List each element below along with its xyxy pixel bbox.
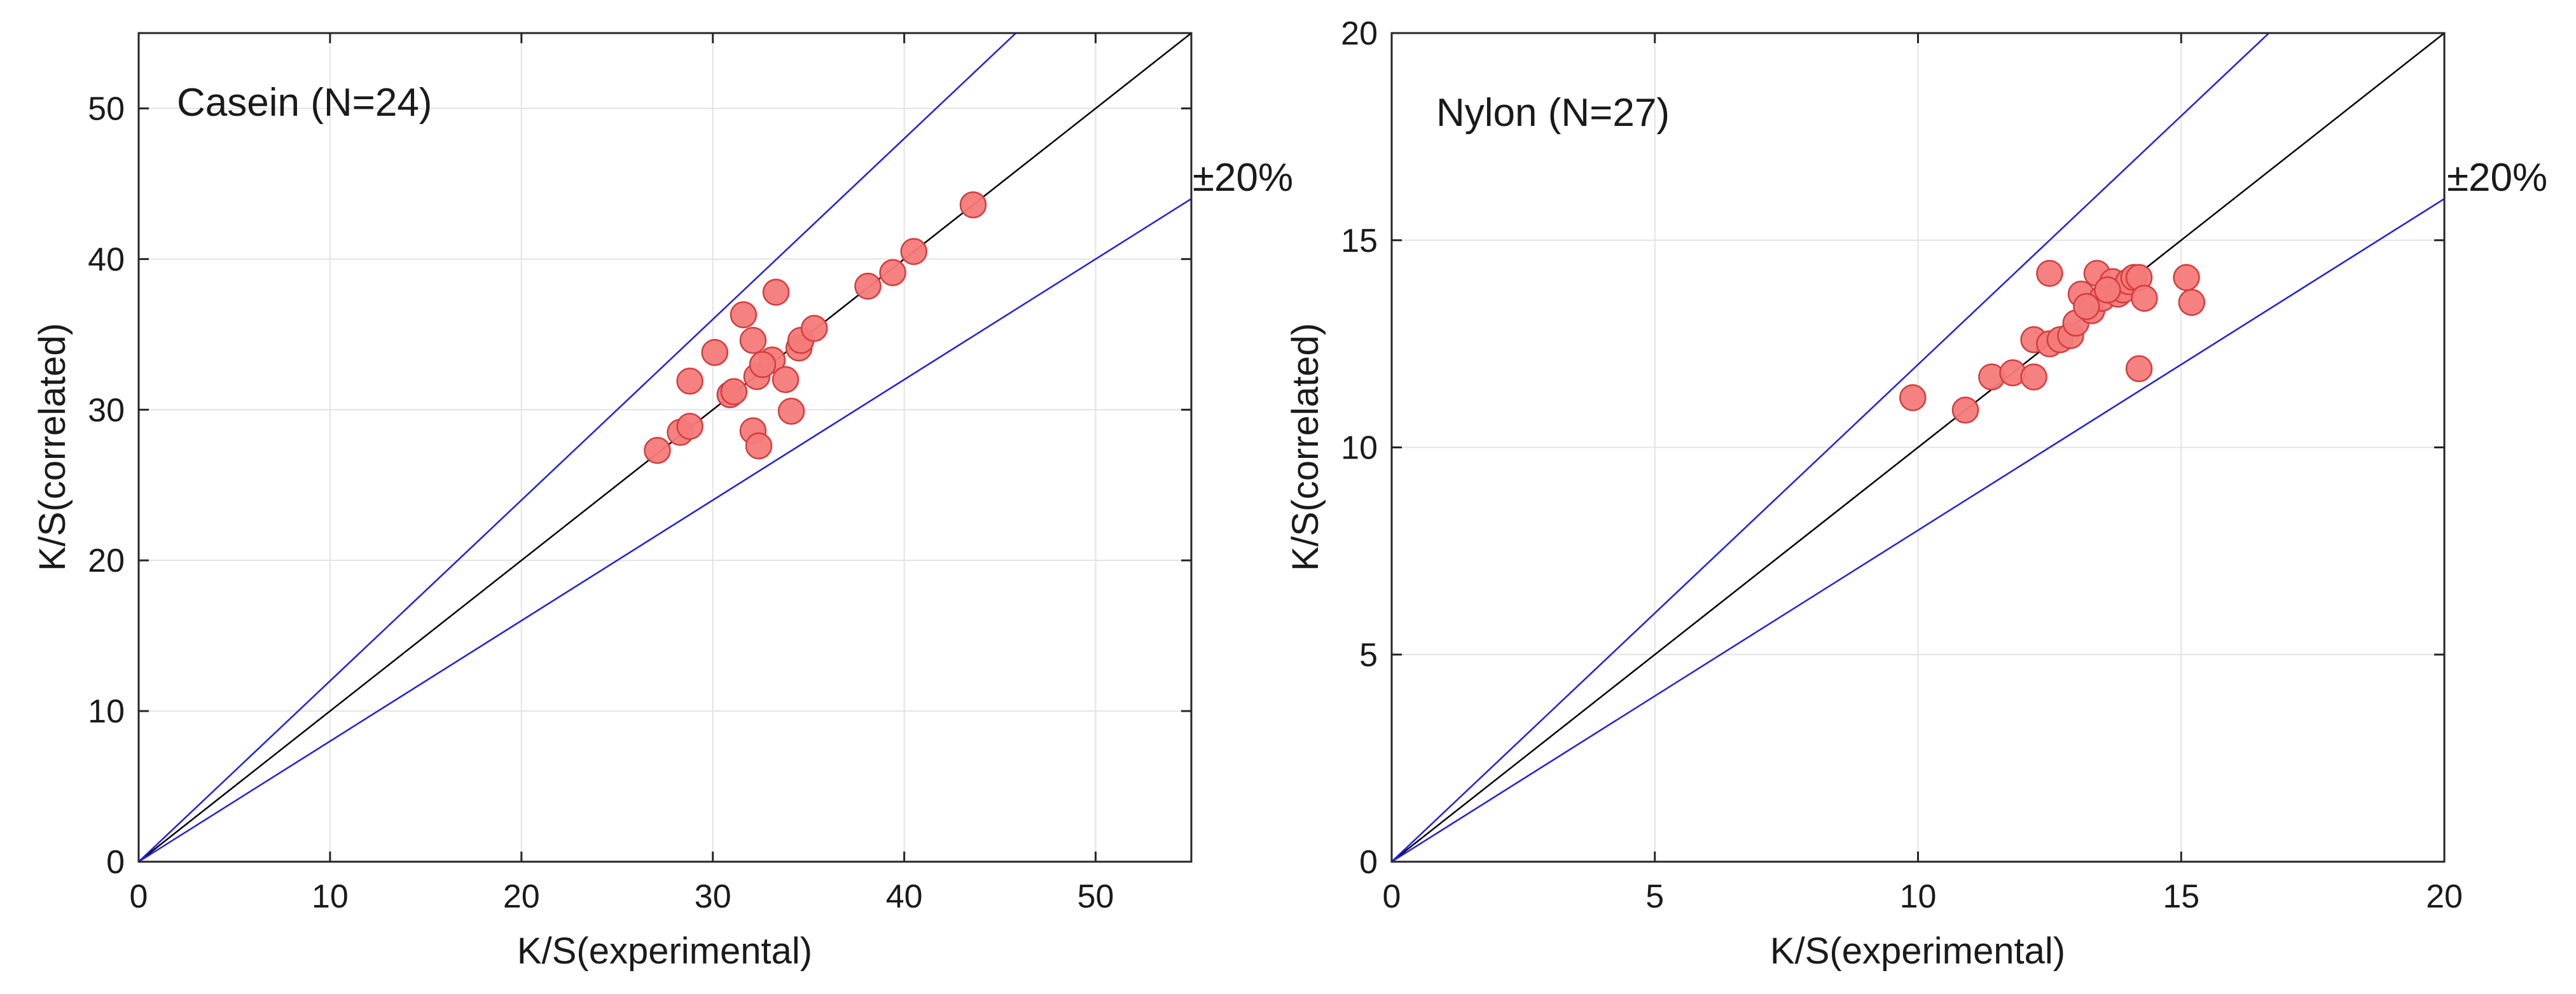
nylon-reference-line-minus-20 [1391,198,2445,863]
casein-data-point [701,338,728,366]
nylon-x-tick-label: 15 [2163,878,2199,915]
casein-data-point [676,413,703,440]
casein-data-point [644,436,671,464]
nylon-reference-line-plus-20 [1391,32,2270,862]
casein-data-point [720,378,748,406]
casein-ticks: 0 10 20 30 40 50 0 10 20 30 40 50 [88,33,1191,915]
casein-x-tick-label: 10 [312,878,349,915]
nylon-panel: 0 5 10 15 20 0 5 10 15 20 Nylon (N=27) ±20% K/S(e… [1285,15,2547,972]
nylon-data-point [1951,396,1979,424]
nylon-data-points [1899,259,2206,424]
casein-reference-line-plus-20 [138,32,1017,862]
nylon-band-label: ±20% [2447,156,2547,200]
nylon-reference-line-identity [1391,32,2445,862]
casein-y-axis-label: K/S(correlated) [32,323,73,571]
casein-reference-line-minus-20 [138,198,1192,863]
nylon-data-point [2020,363,2047,390]
casein-title: Casein (N=24) [177,81,432,125]
casein-data-point [772,366,800,394]
nylon-y-tick-label: 15 [1341,223,1378,259]
casein-x-axis-label: K/S(experimental) [517,930,812,972]
casein-data-point [762,279,790,306]
nylon-data-point [2073,293,2100,321]
nylon-reference-lines [1391,32,2445,863]
nylon-x-tick-label: 20 [2426,878,2463,915]
nylon-data-point [2036,259,2063,287]
nylon-x-tick-label: 0 [1383,878,1401,915]
casein-x-tick-label: 20 [503,878,540,915]
nylon-y-tick-label: 0 [1359,844,1378,881]
casein-data-points [644,191,987,464]
casein-data-point [730,301,758,329]
casein-x-tick-label: 40 [886,878,923,915]
casein-x-tick-label: 0 [130,878,148,915]
nylon-y-tick-label: 20 [1341,15,1378,52]
casein-data-point [879,259,906,286]
casein-data-point [749,350,777,378]
nylon-ticks: 0 5 10 15 20 0 5 10 15 20 [1341,15,2463,915]
nylon-x-axis-label: K/S(experimental) [1770,930,2065,972]
casein-x-tick-label: 30 [695,878,731,915]
nylon-x-tick-label: 10 [1900,878,1937,915]
casein-data-point [900,238,927,265]
nylon-y-axis-label: K/S(correlated) [1285,323,1326,571]
nylon-data-point [2173,264,2200,291]
nylon-y-tick-label: 10 [1341,430,1378,467]
casein-data-point [959,191,987,219]
casein-y-tick-label: 10 [88,693,125,730]
casein-band-label: ±20% [1193,156,1293,200]
casein-y-tick-label: 50 [88,90,125,127]
casein-y-tick-label: 30 [88,392,125,429]
nylon-data-point [2131,284,2158,312]
casein-data-point [854,272,882,300]
nylon-data-point [2094,276,2121,304]
casein-data-point [800,315,828,342]
casein-data-point [745,432,773,460]
casein-y-tick-label: 0 [106,844,125,881]
casein-data-point [739,327,767,354]
casein-grid [139,33,1191,862]
nylon-x-tick-label: 5 [1645,878,1664,915]
nylon-title: Nylon (N=27) [1436,91,1670,135]
casein-axes-box [137,32,1193,863]
casein-y-tick-label: 40 [88,241,125,278]
nylon-data-point [1899,384,1927,411]
nylon-data-point [2125,355,2153,382]
nylon-data-point [2178,289,2206,316]
casein-panel: 0 10 20 30 40 50 0 10 20 30 40 50 Casein (N=24) ±20… [32,32,1293,972]
casein-data-point [676,368,703,395]
casein-x-tick-label: 50 [1077,878,1114,915]
casein-data-point [777,397,805,425]
nylon-y-tick-label: 5 [1359,637,1378,673]
casein-y-tick-label: 20 [88,542,125,579]
